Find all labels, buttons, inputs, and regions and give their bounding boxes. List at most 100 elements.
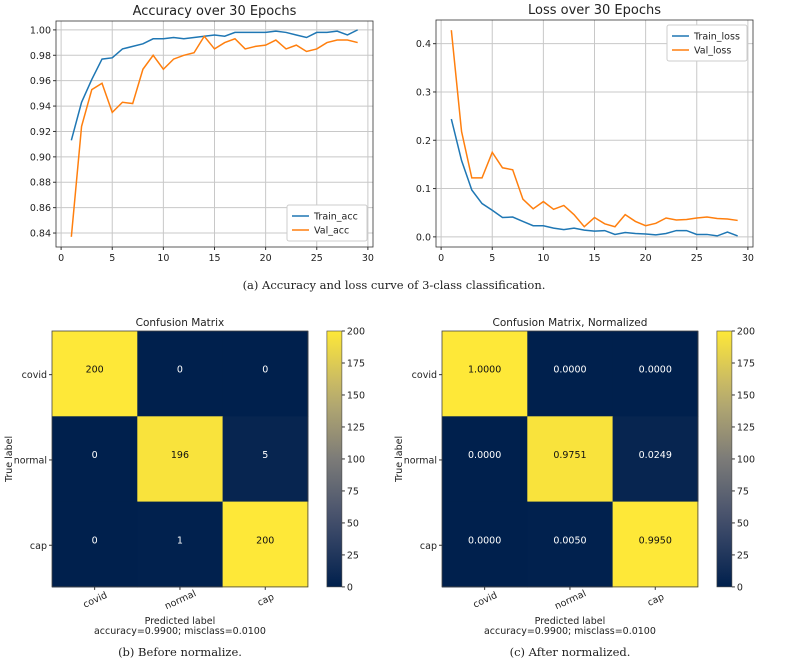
row-label: covid [412, 370, 437, 381]
accuracy-summary: accuracy=0.9900; misclass=0.0100 [94, 626, 266, 637]
cell-value: 1.0000 [468, 365, 501, 376]
matrix-cell [527, 331, 614, 417]
column-label: normal [553, 588, 588, 612]
x-tick-label: 15 [588, 253, 600, 264]
matrix-cell [52, 416, 138, 503]
matrix-cell [442, 416, 528, 503]
cell-value: 0 [92, 535, 98, 546]
y-tick-label: 0.88 [30, 178, 51, 189]
x-tick-label: 25 [311, 253, 323, 264]
matrix-cell [52, 331, 138, 417]
y-tick-label: 0.92 [30, 127, 51, 138]
y-tick-label: 0.84 [30, 229, 51, 240]
colorbar-tick-label: 175 [737, 358, 755, 369]
row-label: covid [22, 370, 47, 381]
colorbar-tick-label: 25 [737, 550, 749, 561]
y-axis-label: True label [4, 436, 15, 483]
cell-value: 0 [177, 365, 183, 376]
colorbar-tick-label: 125 [347, 422, 365, 433]
cell-value: 0.0249 [639, 450, 672, 461]
series-line-train_acc [70, 29, 358, 141]
matrix-cell [137, 501, 224, 588]
series-line-val_loss [450, 30, 738, 228]
matrix-cell [222, 331, 309, 417]
matrix-cell [137, 416, 224, 503]
line-chart-0: Accuracy over 30 Epochs 0 5 10 15 20 25 30 0.84 0… [30, 4, 374, 264]
matrix-cell [442, 331, 528, 417]
y-tick-label: 0.2 [416, 136, 431, 147]
confusion-matrix-1: Confusion Matrix, Normalized 1.0000 0.0000… [394, 317, 755, 637]
matrix-cell [527, 501, 614, 588]
column-label: normal [163, 588, 198, 612]
matrix-cell [442, 501, 528, 588]
matrix-cell [612, 331, 699, 417]
colorbar-tick-label: 75 [347, 486, 359, 497]
matrix-cell [527, 416, 614, 503]
colorbar-tick-label: 0 [347, 582, 353, 593]
legend-label: Train_acc [313, 212, 358, 223]
y-tick-label: 0.4 [416, 39, 431, 50]
matrix-cell [137, 331, 224, 417]
cell-value: 200 [86, 365, 104, 376]
y-tick-label: 0.90 [30, 152, 51, 163]
x-tick-label: 20 [640, 253, 652, 264]
column-label: covid [471, 590, 499, 611]
matrix-cell [222, 416, 309, 503]
colorbar-tick-label: 200 [347, 327, 365, 338]
cell-value: 5 [262, 450, 268, 461]
cell-value: 0.0050 [553, 535, 586, 546]
legend-box [286, 204, 368, 242]
y-tick-label: 0.86 [30, 203, 51, 214]
colorbar-tick-label: 75 [737, 486, 749, 497]
matrix-cell [222, 501, 309, 588]
colorbar-tick-label: 0 [737, 582, 743, 593]
y-tick-label: 0.96 [30, 76, 51, 87]
cell-value: 0.9950 [639, 535, 672, 546]
x-tick-label: 10 [157, 253, 169, 264]
series-line-val_acc [70, 34, 358, 237]
row-label: cap [30, 541, 47, 552]
caption-c: (c) After normalized. [509, 645, 631, 659]
axes-frame [55, 20, 374, 248]
legend-label: Train_loss [693, 32, 740, 43]
legend-label: Val_loss [694, 46, 731, 57]
column-label: cap [646, 592, 666, 609]
colorbar-tick-label: 150 [737, 390, 755, 401]
x-tick-label: 10 [537, 253, 549, 264]
y-tick-label: 0.0 [416, 232, 431, 243]
colorbar-tick-label: 175 [347, 358, 365, 369]
colorbar-tick-label: 50 [737, 518, 749, 529]
axes-frame [435, 19, 754, 248]
x-axis-label: Predicted label [145, 616, 216, 627]
row-label: normal [14, 455, 47, 466]
colorbar [326, 330, 343, 588]
colorbar-tick-label: 50 [347, 518, 359, 529]
y-tick-label: 0.98 [30, 51, 51, 62]
cell-value: 0.9751 [553, 450, 586, 461]
cell-value: 0.0000 [468, 450, 501, 461]
x-tick-label: 0 [58, 253, 64, 264]
cell-value: 196 [171, 450, 189, 461]
column-label: cap [256, 592, 276, 609]
matrix-cell [612, 501, 699, 588]
matrix-cell [612, 416, 699, 503]
column-label: covid [81, 590, 109, 611]
accuracy-summary: accuracy=0.9900; misclass=0.0100 [484, 626, 656, 637]
x-tick-label: 5 [109, 253, 115, 264]
cell-value: 1 [177, 535, 183, 546]
colorbar-tick-label: 100 [347, 454, 365, 465]
chart-title: Loss over 30 Epochs [528, 3, 661, 18]
colorbar-tick-label: 200 [737, 327, 755, 338]
x-tick-label: 15 [208, 253, 220, 264]
y-tick-label: 0.3 [416, 87, 431, 98]
caption-a: (a) Accuracy and loss curve of 3-class c… [242, 278, 546, 292]
colorbar-tick-label: 100 [737, 454, 755, 465]
x-tick-label: 5 [489, 253, 495, 264]
matrix-title: Confusion Matrix, Normalized [493, 317, 648, 329]
matrix-cell [52, 501, 138, 588]
x-axis-label: Predicted label [535, 616, 606, 627]
x-tick-label: 20 [260, 253, 272, 264]
y-tick-label: 0.94 [30, 102, 51, 113]
